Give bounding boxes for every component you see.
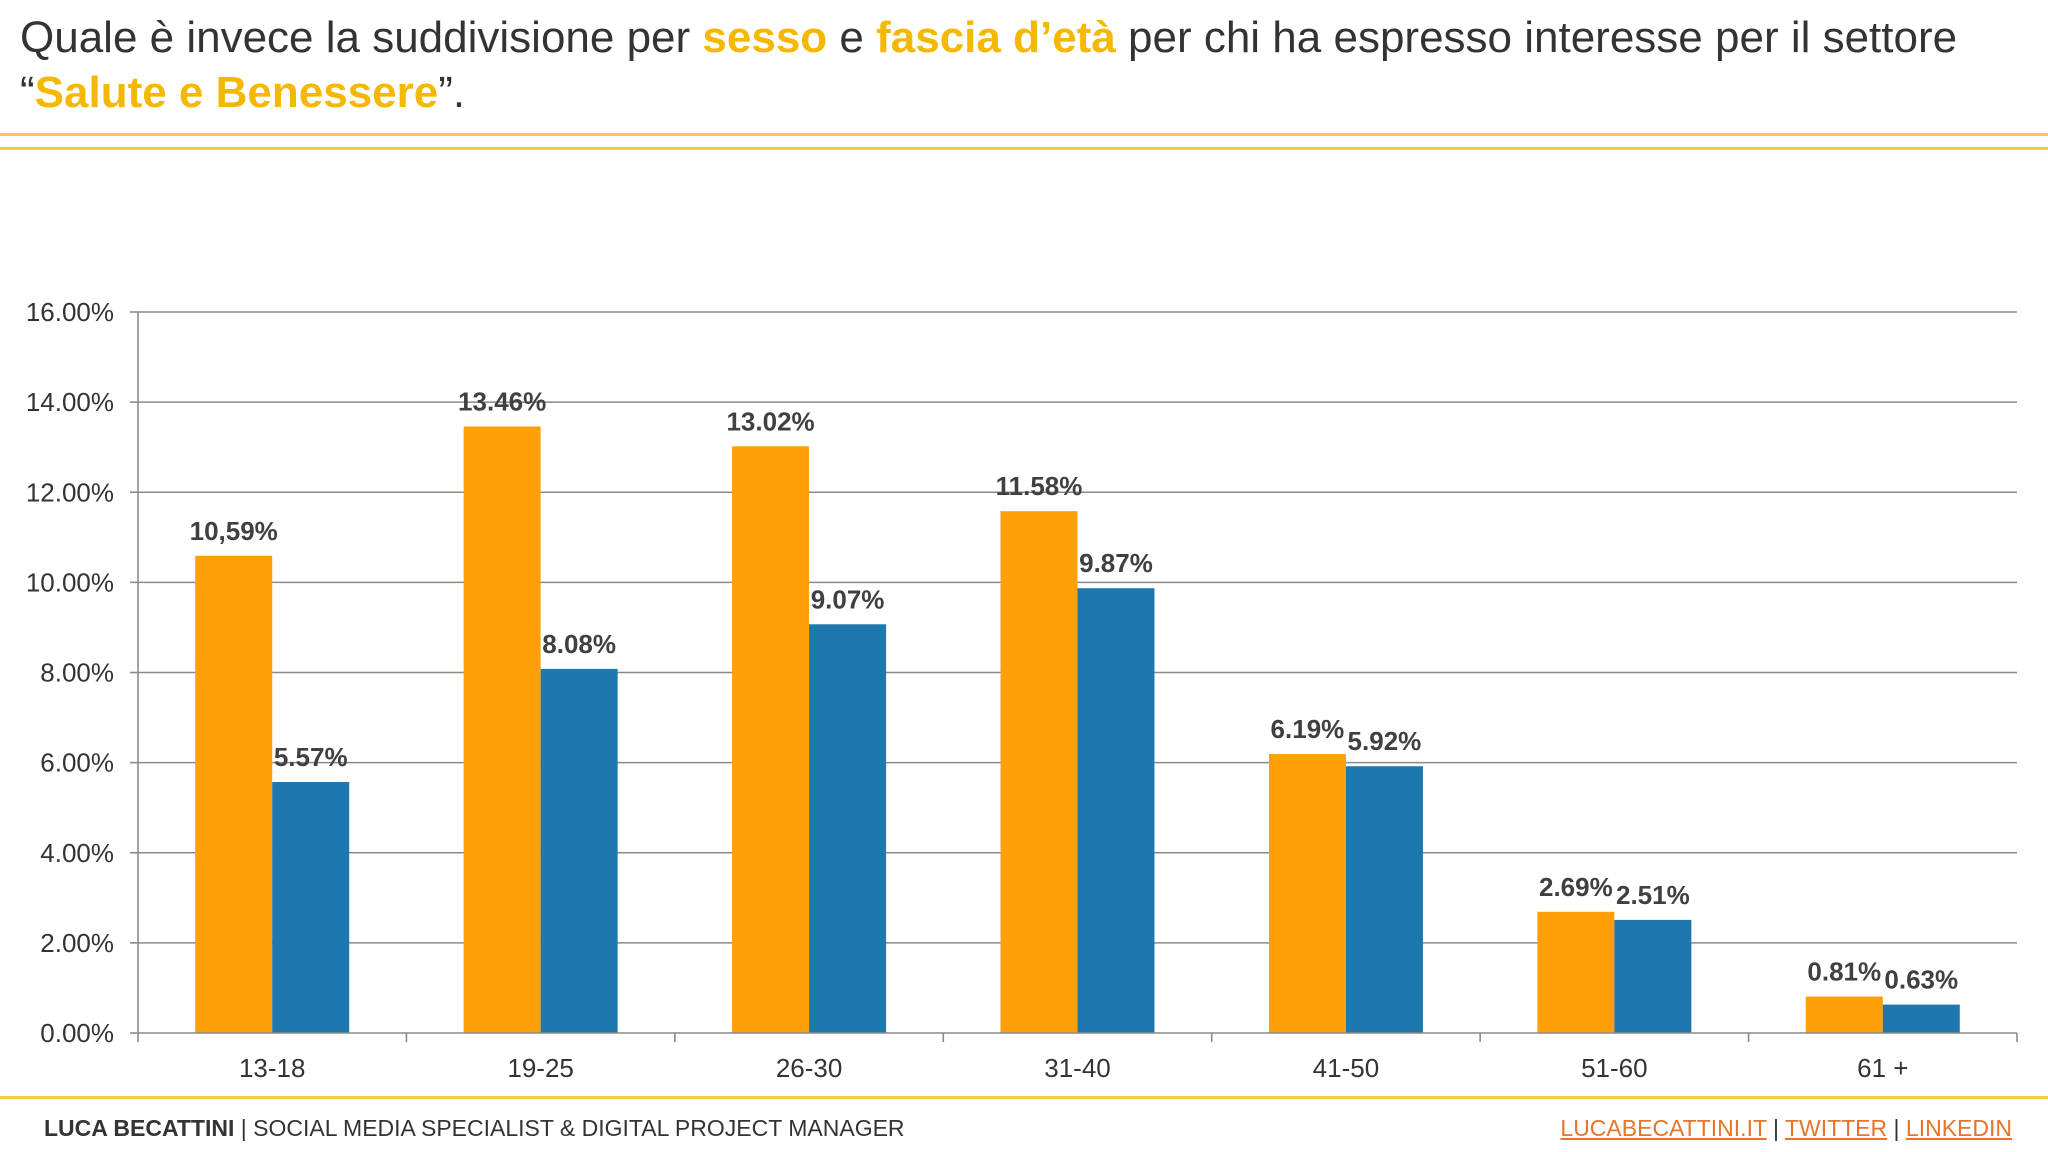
y-tick-label: 0.00% bbox=[40, 1018, 114, 1048]
x-category-label: 26-30 bbox=[776, 1053, 843, 1080]
data-label: 10,59% bbox=[190, 516, 278, 546]
bar-series1 bbox=[732, 446, 810, 1033]
x-category-label: 13-18 bbox=[239, 1053, 306, 1080]
footer-credits: LUCA BECATTINI | SOCIAL MEDIA SPECIALIST… bbox=[44, 1115, 905, 1142]
title-text-4: ”. bbox=[438, 68, 466, 117]
bar-layer bbox=[195, 426, 1960, 1033]
y-tick-label: 12.00% bbox=[26, 477, 114, 507]
title-highlight-settore: Salute e Benessere bbox=[34, 68, 439, 117]
footer-name: LUCA BECATTINI bbox=[44, 1115, 235, 1141]
bar-series2 bbox=[1077, 588, 1155, 1033]
x-category-label: 31-40 bbox=[1044, 1053, 1111, 1080]
title-divider-bottom bbox=[0, 147, 2048, 150]
y-tick-label: 6.00% bbox=[40, 748, 114, 778]
title-highlight-sesso: sesso bbox=[702, 13, 828, 62]
title-highlight-fascia: fascia d’età bbox=[876, 13, 1116, 62]
x-category-label: 61 + bbox=[1857, 1053, 1908, 1080]
data-label: 0.81% bbox=[1807, 956, 1881, 986]
data-label: 5.92% bbox=[1348, 726, 1422, 756]
data-label: 8.08% bbox=[542, 629, 616, 659]
data-label: 11.58% bbox=[996, 471, 1083, 501]
bar-series2 bbox=[1882, 1004, 1960, 1033]
link-website[interactable]: LUCABECATTINI.IT bbox=[1560, 1115, 1767, 1141]
y-tick-label: 4.00% bbox=[40, 838, 114, 868]
slide-title: Quale è invece la suddivisione per sesso… bbox=[20, 10, 2030, 120]
bar-series2 bbox=[1614, 919, 1692, 1033]
footer-role: | SOCIAL MEDIA SPECIALIST & DIGITAL PROJ… bbox=[234, 1115, 905, 1141]
x-category-label: 41-50 bbox=[1313, 1053, 1380, 1080]
data-label: 2.69% bbox=[1539, 872, 1613, 902]
footer-link-separator: | bbox=[1887, 1115, 1906, 1141]
footer-divider bbox=[0, 1096, 2048, 1099]
title-divider-top bbox=[0, 133, 2048, 136]
x-category-label: 51-60 bbox=[1581, 1053, 1648, 1080]
title-text-2: e bbox=[827, 13, 877, 62]
bar-series2 bbox=[540, 668, 618, 1033]
bar-series1 bbox=[195, 555, 273, 1033]
y-tick-label: 10.00% bbox=[26, 567, 114, 597]
bar-series2 bbox=[272, 782, 350, 1033]
bar-series1 bbox=[1537, 911, 1615, 1033]
data-label: 0.63% bbox=[1884, 965, 1958, 995]
bar-series2 bbox=[809, 624, 887, 1033]
y-tick-label: 2.00% bbox=[40, 928, 114, 958]
bar-chart: 0.00% 2.00% 4.00% 6.00% 8.00% 10.00% 12.00% 14.… bbox=[26, 297, 2018, 1080]
data-label: 5.57% bbox=[274, 742, 348, 772]
x-category-label: 19-25 bbox=[507, 1053, 574, 1080]
data-label: 13.02% bbox=[726, 406, 814, 436]
bar-series2 bbox=[1345, 766, 1423, 1033]
bar-series1 bbox=[1268, 754, 1346, 1033]
bar-series1 bbox=[1000, 511, 1078, 1033]
data-label: 13.46% bbox=[458, 386, 546, 416]
link-twitter[interactable]: TWITTER bbox=[1784, 1115, 1888, 1141]
bar-series1 bbox=[1805, 996, 1883, 1033]
footer-link-separator: | bbox=[1766, 1115, 1785, 1141]
footer-links: LUCABECATTINI.IT | TWITTER | LINKEDIN bbox=[1560, 1115, 2012, 1142]
data-label: 9.87% bbox=[1079, 548, 1153, 578]
data-label: 2.51% bbox=[1616, 880, 1690, 910]
title-text-1: Quale è invece la suddivisione per bbox=[20, 13, 703, 62]
axis-layer: 0.00% 2.00% 4.00% 6.00% 8.00% 10.00% 12.00% 14.… bbox=[26, 297, 2018, 1048]
y-tick-label: 16.00% bbox=[26, 297, 114, 327]
bar-series1 bbox=[463, 426, 541, 1033]
title-text-3: per chi ha espresso interesse per il set… bbox=[20, 13, 1958, 117]
label-layer: 13-18 10,59% 5.57% 19-25 13.46% 8.08% 26-30 13.… bbox=[190, 386, 1959, 1080]
link-linkedin[interactable]: LINKEDIN bbox=[1905, 1115, 2012, 1141]
data-label: 6.19% bbox=[1271, 714, 1345, 744]
y-tick-label: 8.00% bbox=[40, 658, 114, 688]
data-label: 9.07% bbox=[811, 584, 885, 614]
y-tick-label: 14.00% bbox=[26, 387, 114, 417]
